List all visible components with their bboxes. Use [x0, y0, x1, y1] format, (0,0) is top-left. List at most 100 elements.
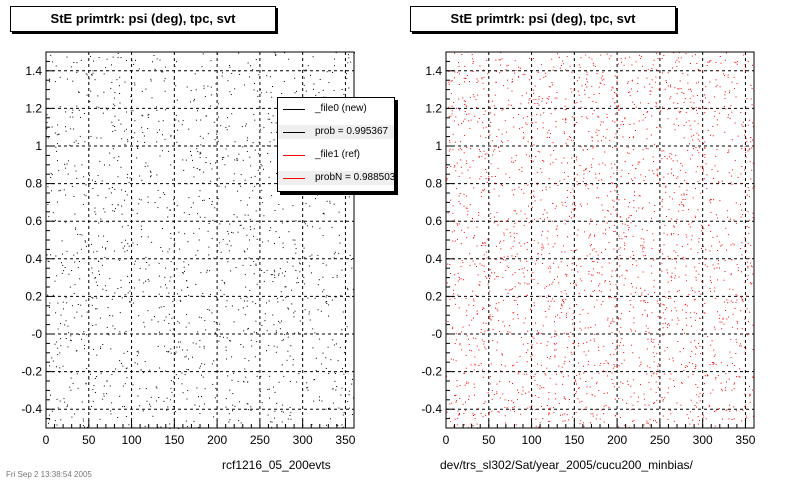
data-point — [305, 202, 307, 204]
data-point — [575, 391, 577, 393]
data-point — [565, 98, 567, 100]
data-point — [108, 334, 110, 336]
data-point — [230, 270, 232, 272]
data-point — [565, 108, 567, 110]
data-point — [617, 63, 619, 65]
data-point — [731, 326, 733, 328]
data-point — [704, 375, 706, 377]
data-point — [233, 321, 235, 323]
data-point — [192, 202, 194, 204]
x-tick-label: 200 — [607, 433, 627, 447]
data-point — [164, 194, 166, 195]
data-point — [632, 264, 634, 266]
data-point — [473, 383, 475, 385]
data-point — [602, 209, 604, 211]
data-point — [664, 397, 666, 399]
data-point — [601, 251, 602, 253]
data-point — [673, 233, 675, 235]
data-point — [548, 412, 550, 414]
data-point — [168, 150, 170, 152]
data-point — [670, 413, 672, 415]
data-point — [516, 296, 518, 298]
data-point — [571, 263, 573, 265]
data-point — [560, 65, 562, 67]
data-point — [544, 311, 546, 312]
data-point — [546, 212, 548, 214]
data-point — [663, 304, 665, 306]
data-point — [125, 368, 127, 370]
data-point — [721, 328, 723, 330]
data-point — [590, 295, 591, 297]
data-point — [570, 351, 572, 353]
data-point — [188, 322, 190, 324]
data-point — [538, 104, 540, 106]
data-point — [586, 81, 588, 83]
data-point — [104, 285, 106, 287]
data-point — [750, 283, 752, 285]
data-point — [522, 272, 524, 274]
data-point — [50, 394, 51, 396]
data-point — [730, 273, 732, 275]
data-point — [84, 241, 86, 243]
data-point — [182, 159, 184, 161]
data-point — [460, 243, 462, 245]
data-point — [155, 386, 157, 388]
data-point — [747, 150, 749, 152]
data-point — [127, 139, 128, 141]
data-point — [78, 334, 80, 336]
data-point — [46, 254, 48, 256]
data-point — [558, 365, 560, 367]
data-point — [611, 379, 613, 380]
data-point — [641, 65, 643, 67]
data-point — [218, 340, 220, 342]
data-point — [162, 120, 164, 122]
data-point — [548, 421, 550, 422]
data-point — [573, 117, 575, 119]
data-point — [238, 70, 240, 72]
data-point — [460, 166, 462, 168]
data-point — [506, 407, 508, 409]
data-point — [592, 158, 594, 160]
data-point — [703, 245, 704, 247]
data-point — [266, 75, 268, 77]
data-point — [49, 418, 51, 420]
data-point — [460, 159, 462, 161]
data-point — [741, 299, 743, 301]
data-point — [113, 103, 115, 105]
data-point — [563, 332, 565, 334]
data-point — [652, 233, 654, 235]
data-point — [531, 346, 533, 348]
data-point — [279, 268, 281, 270]
data-point — [643, 398, 645, 400]
data-point — [314, 332, 316, 334]
data-point — [569, 307, 571, 309]
data-point — [125, 128, 127, 130]
data-point — [157, 321, 159, 323]
data-point — [498, 411, 500, 413]
data-point — [62, 301, 64, 303]
data-point — [489, 106, 491, 108]
data-point — [447, 321, 449, 323]
data-point — [156, 141, 158, 143]
data-point — [157, 189, 159, 191]
data-point — [707, 130, 709, 131]
data-point — [584, 289, 586, 291]
data-point — [145, 88, 147, 90]
data-point — [113, 250, 115, 252]
data-point — [50, 254, 52, 256]
data-point — [178, 378, 179, 380]
data-point — [567, 375, 569, 377]
data-point — [647, 69, 649, 71]
data-point — [165, 267, 167, 269]
data-point — [533, 302, 535, 304]
data-point — [526, 242, 528, 243]
data-point — [518, 145, 520, 147]
data-point — [213, 360, 215, 362]
data-point — [671, 153, 673, 155]
data-point — [313, 379, 315, 381]
data-point — [558, 56, 560, 58]
data-point — [174, 353, 176, 355]
data-point — [121, 363, 122, 364]
data-point — [99, 160, 101, 162]
data-point — [648, 332, 650, 334]
